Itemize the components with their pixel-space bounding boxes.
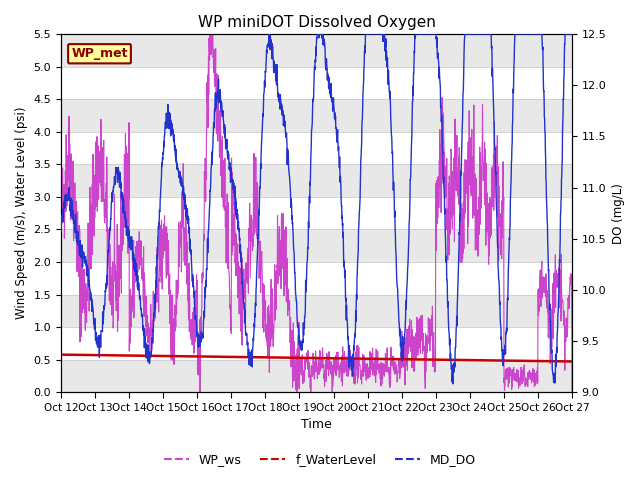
- Title: WP miniDOT Dissolved Oxygen: WP miniDOT Dissolved Oxygen: [198, 15, 435, 30]
- Bar: [61, 34, 572, 67]
- Y-axis label: DO (mg/L): DO (mg/L): [612, 183, 625, 244]
- Bar: [61, 295, 572, 327]
- X-axis label: Time: Time: [301, 419, 332, 432]
- Legend: WP_ws, f_WaterLevel, MD_DO: WP_ws, f_WaterLevel, MD_DO: [159, 448, 481, 471]
- Bar: [61, 229, 572, 262]
- Bar: [61, 164, 572, 197]
- Y-axis label: Wind Speed (m/s), Water Level (psi): Wind Speed (m/s), Water Level (psi): [15, 107, 28, 319]
- Text: WP_met: WP_met: [71, 47, 128, 60]
- Bar: [61, 99, 572, 132]
- Bar: [61, 360, 572, 393]
